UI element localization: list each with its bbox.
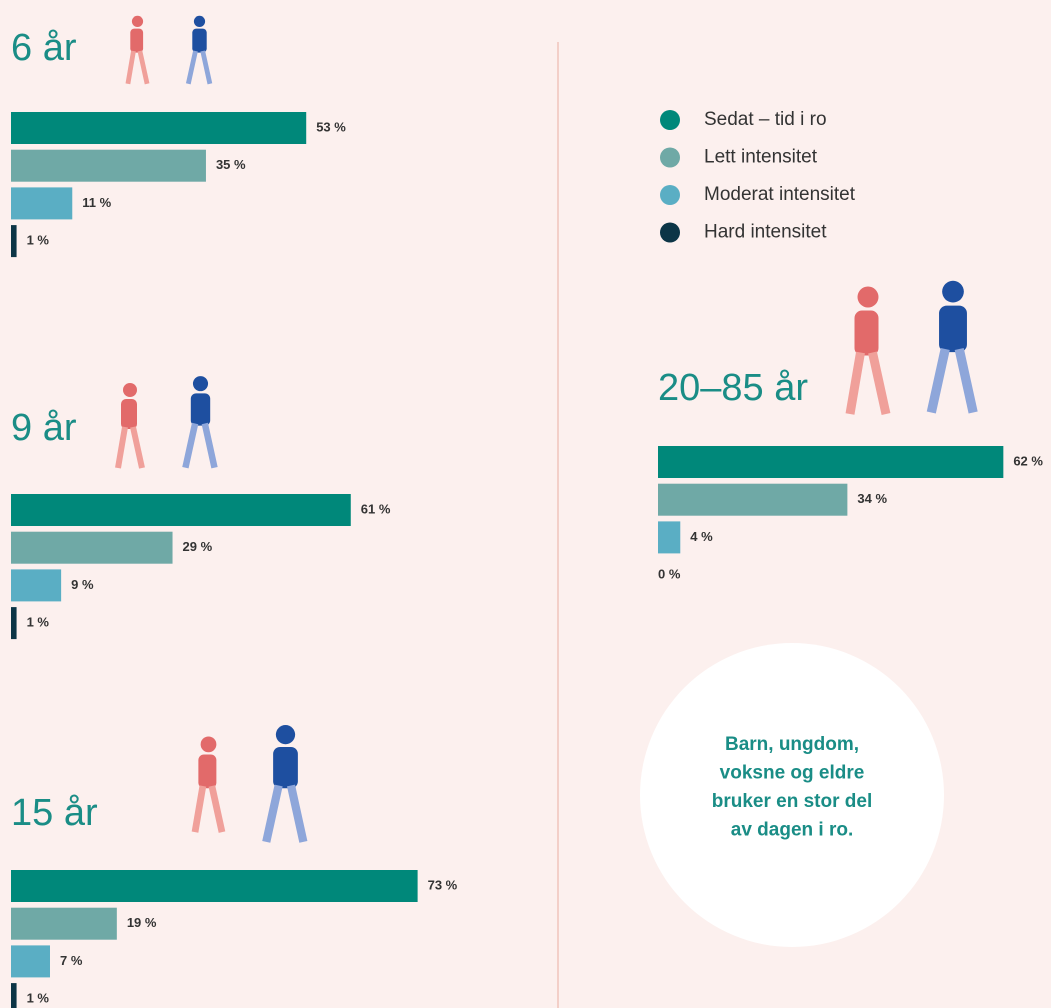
bar — [11, 569, 61, 601]
value-label: 11 % — [82, 195, 111, 210]
bar — [658, 521, 680, 553]
bar — [11, 532, 173, 564]
value-label: 34 % — [857, 491, 887, 506]
legend-swatch — [660, 148, 680, 168]
note-text: Barn, ungdom, — [725, 734, 859, 755]
teen-figure — [195, 737, 222, 833]
value-label: 7 % — [60, 953, 83, 968]
infographic: 6 år 53 % 35 % 11 % 1 % 9 år 61 % 29 % 9 % 1 % 15 … — [0, 0, 1051, 1008]
value-label: 9 % — [71, 577, 94, 592]
bar — [11, 225, 17, 257]
legend-swatch — [660, 185, 680, 205]
legend-label: Hard intensitet — [704, 222, 827, 243]
note-text: voksne og eldre — [720, 763, 865, 784]
value-label: 29 % — [183, 539, 213, 554]
bar — [658, 446, 1003, 478]
legend-label: Moderat intensitet — [704, 184, 856, 205]
legend-swatch — [660, 110, 680, 130]
bar — [11, 870, 418, 902]
legend-label: Sedat – tid i ro — [704, 109, 827, 130]
adult-figure — [931, 281, 973, 413]
chart-title: 20–85 år — [658, 367, 808, 409]
bar — [11, 150, 206, 182]
legend-swatch — [660, 223, 680, 243]
child-figure — [188, 16, 210, 84]
value-label: 73 % — [428, 877, 458, 892]
bar — [11, 607, 17, 639]
value-label: 4 % — [690, 529, 713, 544]
chart-title: 6 år — [11, 27, 77, 69]
bar — [11, 494, 351, 526]
value-label: 19 % — [127, 915, 157, 930]
adult-figure — [850, 287, 886, 415]
child-figure — [118, 383, 142, 468]
bar — [11, 187, 72, 219]
bar — [11, 983, 17, 1008]
chart-title: 9 år — [11, 407, 77, 449]
value-label: 53 % — [316, 119, 346, 134]
legend-label: Lett intensitet — [704, 147, 818, 168]
note-text: av dagen i ro. — [731, 820, 853, 841]
note-text: bruker en stor del — [712, 791, 873, 812]
child-figure — [185, 376, 214, 468]
value-label: 1 % — [27, 991, 50, 1006]
value-label: 61 % — [361, 501, 391, 516]
value-label: 0 % — [658, 567, 681, 582]
value-label: 1 % — [27, 233, 50, 248]
child-figure — [128, 16, 147, 84]
bar — [11, 112, 306, 144]
teen-figure — [266, 725, 303, 842]
value-label: 35 % — [216, 157, 246, 172]
bar — [11, 908, 117, 940]
bar — [11, 945, 50, 977]
bar — [658, 484, 847, 516]
value-label: 1 % — [27, 615, 50, 630]
value-label: 62 % — [1013, 453, 1043, 468]
chart-title: 15 år — [11, 792, 98, 834]
